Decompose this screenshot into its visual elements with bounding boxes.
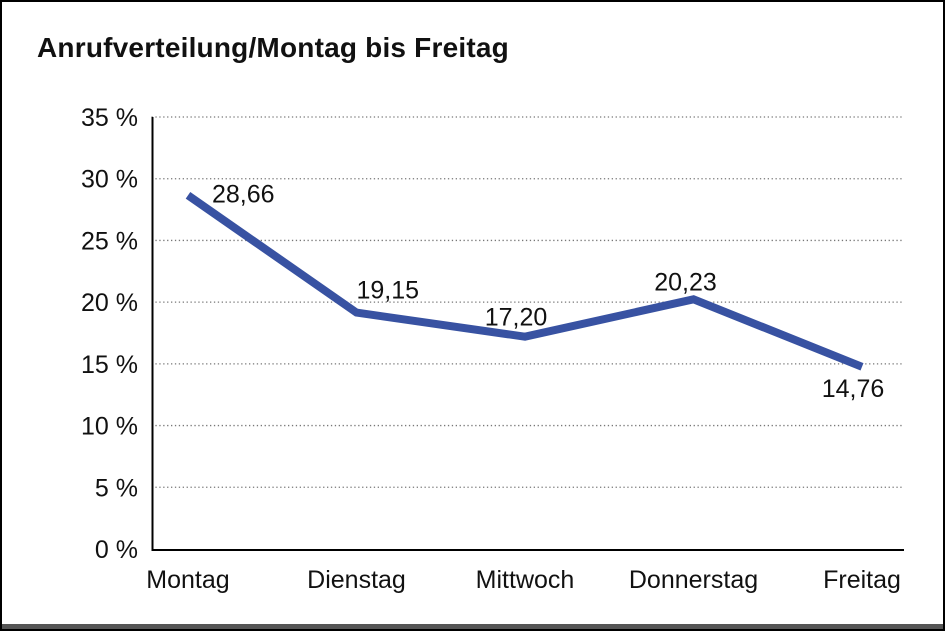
x-category-label: Freitag: [823, 566, 901, 594]
x-category-label: Dienstag: [307, 566, 406, 594]
y-tick-label: 25 %: [81, 227, 138, 255]
chart-title: Anrufverteilung/Montag bis Freitag: [37, 32, 509, 63]
window-bottom-edge: [2, 624, 943, 629]
data-point-label: 17,20: [485, 304, 548, 332]
y-tick-label: 0 %: [95, 536, 138, 564]
data-point-label: 14,76: [822, 375, 885, 403]
y-tick-label: 10 %: [81, 413, 138, 441]
y-tick-label: 15 %: [81, 351, 138, 379]
data-line: [185, 192, 864, 371]
x-category-label: Mittwoch: [476, 566, 575, 594]
x-category-label: Montag: [146, 566, 229, 594]
data-point-label: 19,15: [357, 277, 420, 305]
y-tick-label: 5 %: [95, 474, 138, 502]
y-tick-label: 30 %: [81, 166, 138, 194]
y-tick-label: 35 %: [81, 104, 138, 132]
data-point-label: 28,66: [212, 180, 275, 208]
x-category-label: Donnerstag: [629, 566, 758, 594]
y-tick-label: 20 %: [81, 289, 138, 317]
data-point-label: 20,23: [654, 268, 717, 296]
